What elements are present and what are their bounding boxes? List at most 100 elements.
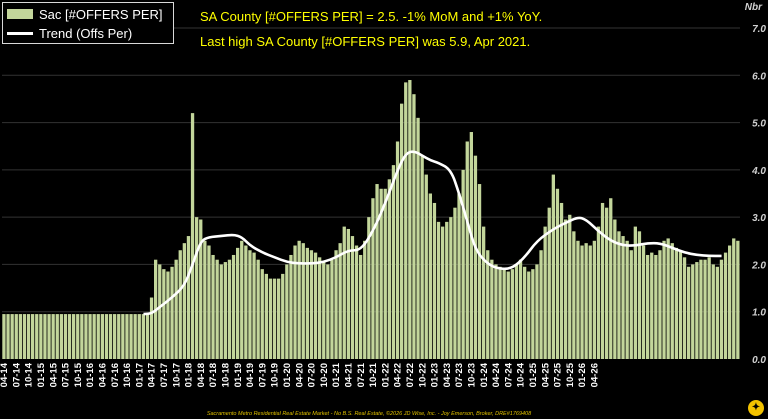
bar xyxy=(736,240,740,359)
trend-line-series xyxy=(143,150,722,316)
bar xyxy=(666,238,670,359)
y-tick-label: 2.0 xyxy=(751,260,766,271)
annotation-current: SA County [#OFFERS PER] = 2.5. -1% MoM a… xyxy=(200,9,543,24)
legend-trend-label: Trend (Offs Per) xyxy=(39,25,133,41)
bar xyxy=(473,155,478,359)
x-tick-label: 04-26 xyxy=(589,363,600,387)
bar xyxy=(330,259,334,359)
bar xyxy=(457,193,461,359)
x-tick-label: 01-19 xyxy=(233,363,244,387)
bar xyxy=(338,243,342,359)
bar xyxy=(63,314,68,359)
y-tick-label: 6.0 xyxy=(752,71,766,82)
bar xyxy=(231,254,236,359)
bar xyxy=(420,155,424,359)
bar xyxy=(441,226,445,359)
bar xyxy=(129,314,133,359)
y-tick-label: 4.0 xyxy=(751,166,766,177)
x-tick-label: 10-24 xyxy=(516,362,527,387)
bar xyxy=(490,259,494,359)
bar xyxy=(26,314,31,359)
bar xyxy=(10,314,14,359)
footer-credit: Sacramento Metro Residential Real Estate… xyxy=(206,411,532,417)
bar xyxy=(592,240,596,359)
bar xyxy=(227,259,232,359)
bar xyxy=(609,198,613,359)
bar xyxy=(469,132,473,359)
bar xyxy=(682,257,687,359)
bar xyxy=(137,314,141,359)
bar xyxy=(379,188,383,359)
x-tick-label: 04-21 xyxy=(343,362,354,387)
bar xyxy=(605,207,609,359)
bar xyxy=(707,257,711,359)
bar xyxy=(305,247,309,359)
bar xyxy=(76,314,80,359)
bar xyxy=(170,266,174,359)
bar xyxy=(691,264,695,359)
bar xyxy=(359,254,363,359)
bar xyxy=(371,198,375,359)
bar xyxy=(572,231,576,359)
x-tick-label: 04-20 xyxy=(294,363,305,387)
bar xyxy=(281,273,285,359)
bar xyxy=(723,252,728,359)
bar xyxy=(461,169,465,359)
bar xyxy=(531,269,535,359)
x-tick-label: 07-14 xyxy=(11,362,22,387)
bar xyxy=(149,297,154,359)
bar xyxy=(334,250,338,359)
bar xyxy=(391,165,396,359)
bar xyxy=(641,245,646,359)
bar-swatch xyxy=(7,9,33,19)
bar xyxy=(244,245,248,359)
bar xyxy=(465,141,469,359)
bar xyxy=(728,245,732,359)
x-tick-label: 04-22 xyxy=(393,363,404,387)
x-tick-label: 01-17 xyxy=(134,363,145,387)
bar xyxy=(576,240,580,359)
x-tick-label: 07-19 xyxy=(257,363,268,387)
bar xyxy=(482,226,486,359)
bar xyxy=(285,264,289,359)
bar xyxy=(43,314,47,359)
x-tick-label: 07-25 xyxy=(553,362,564,387)
x-tick-label: 07-15 xyxy=(61,362,72,387)
bar xyxy=(363,240,367,359)
x-tick-label: 04-23 xyxy=(442,363,453,387)
brand-logo-icon: ✦ xyxy=(748,400,764,416)
bar xyxy=(162,269,166,359)
bar xyxy=(687,266,691,359)
bar xyxy=(559,202,564,359)
bar xyxy=(387,179,391,359)
bar xyxy=(424,174,428,359)
bar xyxy=(617,231,621,359)
legend: Sac [#OFFERS PER] Trend (Offs Per) xyxy=(2,2,174,44)
y-tick-label: 7.0 xyxy=(752,24,766,35)
bar xyxy=(543,226,547,359)
grid-lines xyxy=(2,27,740,313)
x-tick-label: 07-21 xyxy=(356,362,367,387)
x-tick-label: 07-18 xyxy=(208,363,219,387)
bar xyxy=(436,221,441,359)
bar xyxy=(502,269,506,359)
bar xyxy=(240,240,244,359)
bar-series xyxy=(2,80,740,360)
bar xyxy=(408,80,412,359)
bar xyxy=(178,250,182,359)
x-tick-label: 01-18 xyxy=(184,363,195,387)
bar xyxy=(51,314,55,359)
bar xyxy=(416,117,420,359)
bar xyxy=(121,314,125,359)
x-tick-label: 10-19 xyxy=(270,363,281,387)
legend-item-bars: Sac [#OFFERS PER] xyxy=(7,5,163,23)
bar xyxy=(309,250,314,359)
x-tick-label: 10-18 xyxy=(220,363,231,387)
trend-line xyxy=(143,150,722,316)
bar xyxy=(633,226,637,359)
bar xyxy=(719,259,724,359)
bar xyxy=(412,94,416,359)
bar xyxy=(354,245,359,359)
bar xyxy=(301,243,305,359)
